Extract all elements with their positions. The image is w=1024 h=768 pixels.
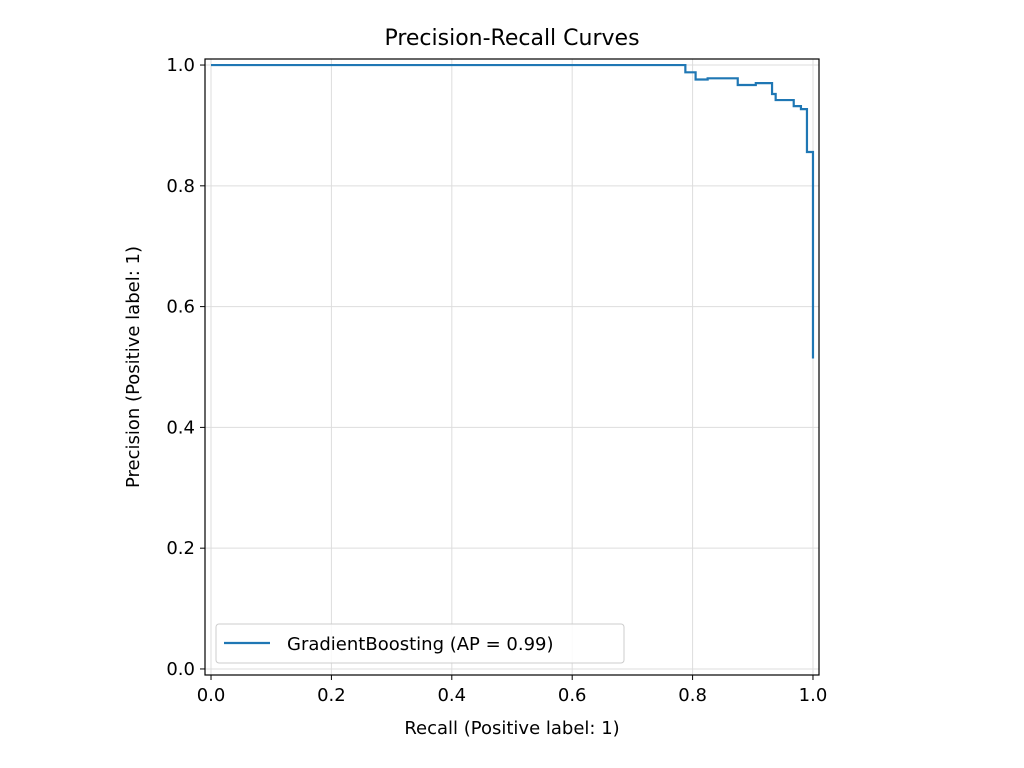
y-tick-label: 0.4 (166, 417, 195, 438)
y-axis-title: Precision (Positive label: 1) (123, 246, 144, 488)
x-tick-label: 0.6 (558, 685, 587, 706)
x-tick-label: 0.4 (437, 685, 466, 706)
x-tick-label: 0.0 (197, 685, 226, 706)
x-axis-title: Recall (Positive label: 1) (404, 718, 619, 739)
plot-frame (204, 58, 820, 676)
x-axis: 0.0 0.2 0.4 0.6 0.8 1.0 (197, 675, 828, 706)
x-tick-label: 1.0 (799, 685, 828, 706)
y-tick-label: 0.2 (166, 538, 195, 559)
y-tick-label: 0.0 (166, 659, 195, 680)
series-layer (211, 63, 815, 359)
legend: GradientBoosting (AP = 0.99) (215, 623, 625, 664)
grid-lines (205, 59, 819, 675)
legend-box (215, 623, 625, 664)
y-tick-label: 0.6 (166, 297, 195, 318)
x-tick-label: 0.2 (317, 685, 346, 706)
y-tick-label: 0.8 (166, 176, 195, 197)
y-axis: 0.0 0.2 0.4 0.6 0.8 1.0 (166, 55, 205, 680)
x-tick-label: 0.8 (678, 685, 707, 706)
series-line (211, 63, 815, 359)
legend-label: GradientBoosting (AP = 0.99) (287, 634, 554, 655)
chart-title: Precision-Recall Curves (384, 26, 639, 51)
y-tick-label: 1.0 (166, 55, 195, 76)
